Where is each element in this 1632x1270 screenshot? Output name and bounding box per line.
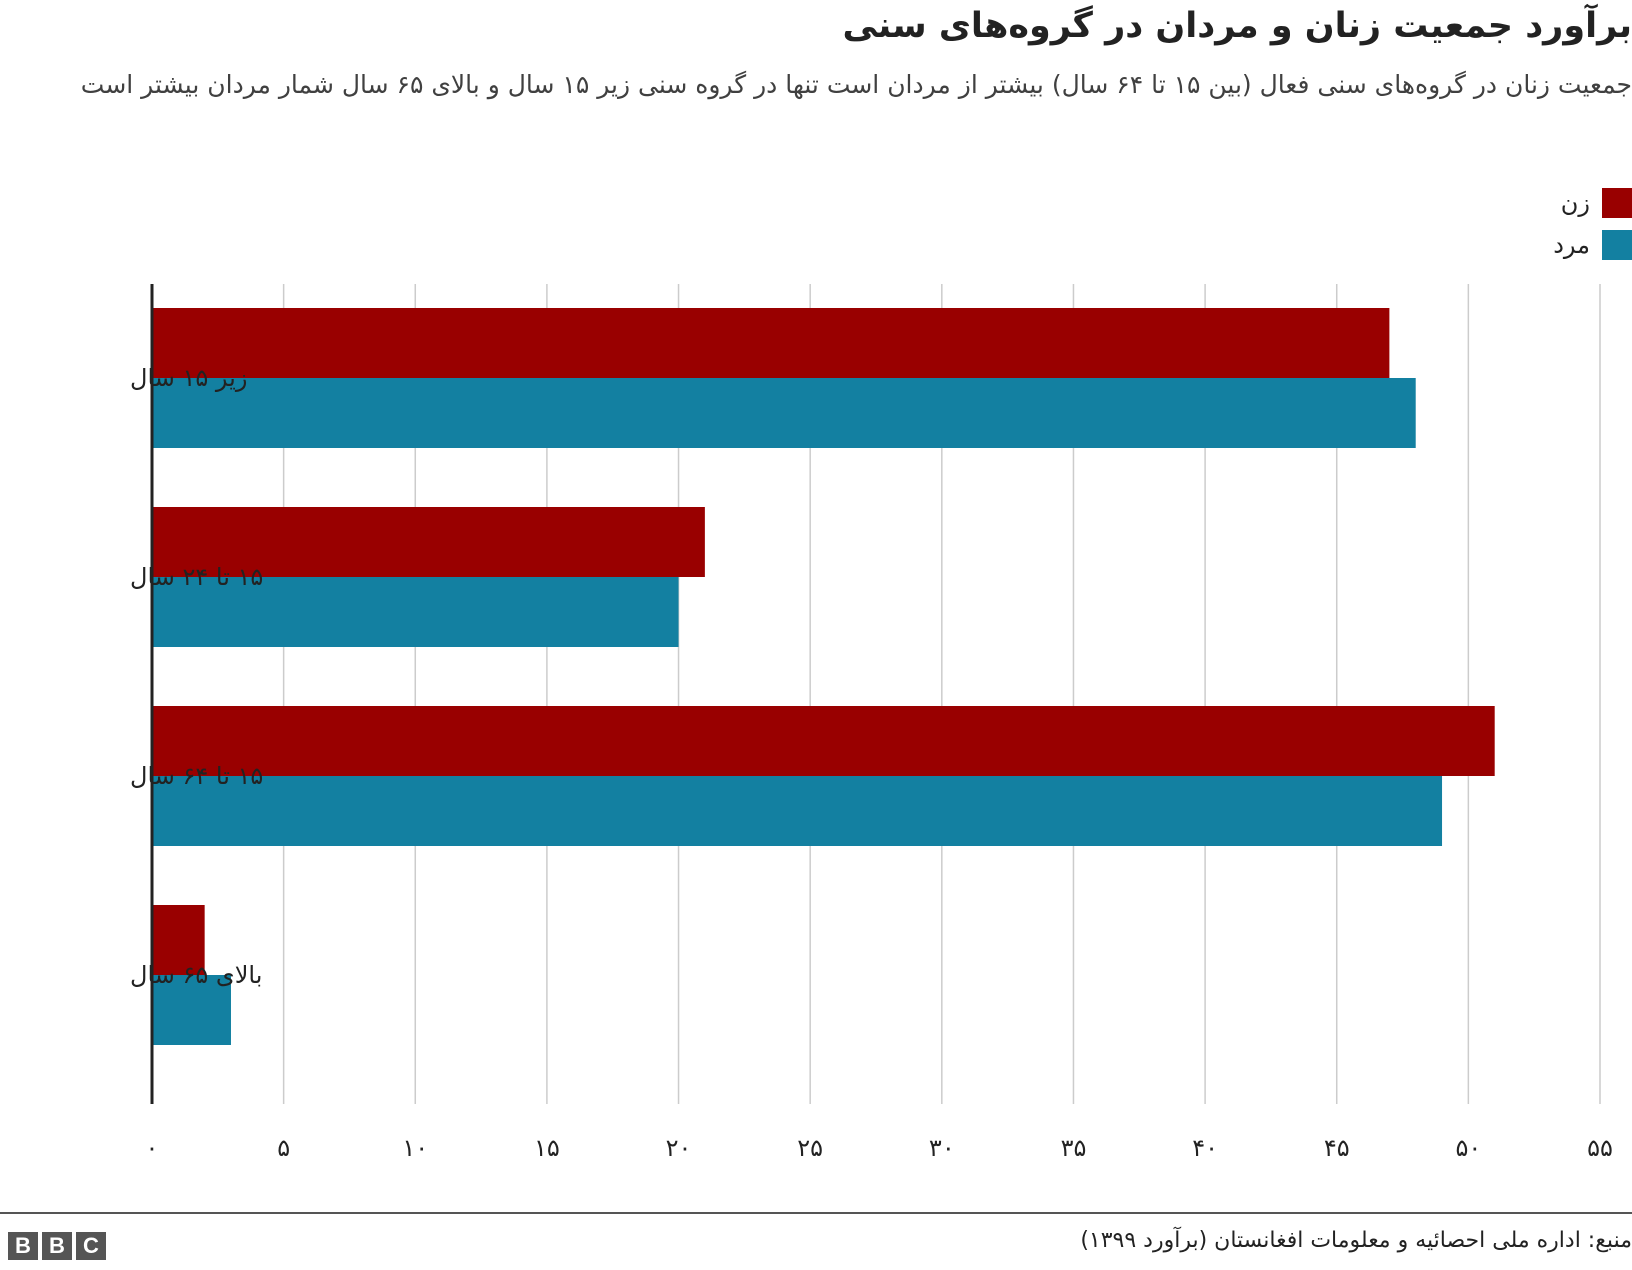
category-label: ۱۵ تا ۶۴ سال — [130, 762, 263, 790]
bar-women — [152, 905, 205, 975]
category-labels: زیر ۱۵ سال ۱۵ تا ۲۴ سال ۱۵ تا ۶۴ سال بالای … — [130, 364, 263, 989]
bar-men — [152, 975, 231, 1045]
bar-women — [152, 308, 1390, 378]
bar-women — [152, 507, 705, 577]
bbc-logo-letter: B — [42, 1232, 72, 1260]
x-tick-label: ۵ — [277, 1134, 290, 1160]
x-tick-label: ۴۰ — [1192, 1134, 1218, 1160]
category-label: بالای ۶۵ سال — [130, 961, 262, 989]
x-tick-label: ۰ — [146, 1134, 159, 1160]
legend-label-men: مرد — [1553, 231, 1590, 259]
bar-men — [152, 378, 1416, 448]
x-tick-labels: ۰ ۵ ۱۰ ۱۵ ۲۰ ۲۵ ۳۰ ۳۵ ۴۰ ۴۵ ۵۰ ۵۵ — [146, 1134, 1613, 1160]
category-label: زیر ۱۵ سال — [130, 364, 247, 392]
x-tick-label: ۱۰ — [402, 1134, 428, 1160]
x-tick-label: ۳۵ — [1061, 1134, 1087, 1160]
bar-women — [152, 706, 1495, 776]
x-tick-label: ۲۰ — [666, 1134, 692, 1160]
legend-item-men: مرد — [1553, 224, 1632, 266]
x-tick-label: ۴۵ — [1324, 1134, 1350, 1160]
bbc-logo-letter: B — [8, 1232, 38, 1260]
legend-swatch-men — [1602, 230, 1632, 260]
x-tick-label: ۱۵ — [534, 1134, 560, 1160]
x-tick-label: ۲۵ — [797, 1134, 823, 1160]
legend-item-women: زن — [1553, 182, 1632, 224]
legend-label-women: زن — [1560, 189, 1590, 217]
footer-divider — [0, 1212, 1632, 1214]
legend-swatch-women — [1602, 188, 1632, 218]
x-tick-label: ۵۰ — [1455, 1134, 1481, 1160]
legend: زن مرد — [1553, 182, 1632, 266]
bars — [152, 308, 1495, 1045]
x-tick-label: ۳۰ — [929, 1134, 955, 1160]
bbc-logo-letter: C — [76, 1232, 106, 1260]
bbc-logo: B B C — [8, 1232, 106, 1260]
bar-chart: زیر ۱۵ سال ۱۵ تا ۲۴ سال ۱۵ تا ۶۴ سال بالای … — [130, 284, 1613, 1160]
x-tick-label: ۵۵ — [1587, 1134, 1613, 1160]
chart-subtitle: جمعیت زنان در گروه‌های سنی فعال (بین ۱۵ … — [80, 70, 1632, 99]
source-note: منبع: اداره ملی احصائیه و معلومات افغانس… — [1080, 1228, 1632, 1253]
category-label: ۱۵ تا ۲۴ سال — [130, 563, 263, 591]
chart-title: برآورد جمعیت زنان و مردان در گروه‌های سن… — [842, 6, 1632, 46]
bar-men — [152, 776, 1443, 846]
bar-men — [152, 577, 679, 647]
